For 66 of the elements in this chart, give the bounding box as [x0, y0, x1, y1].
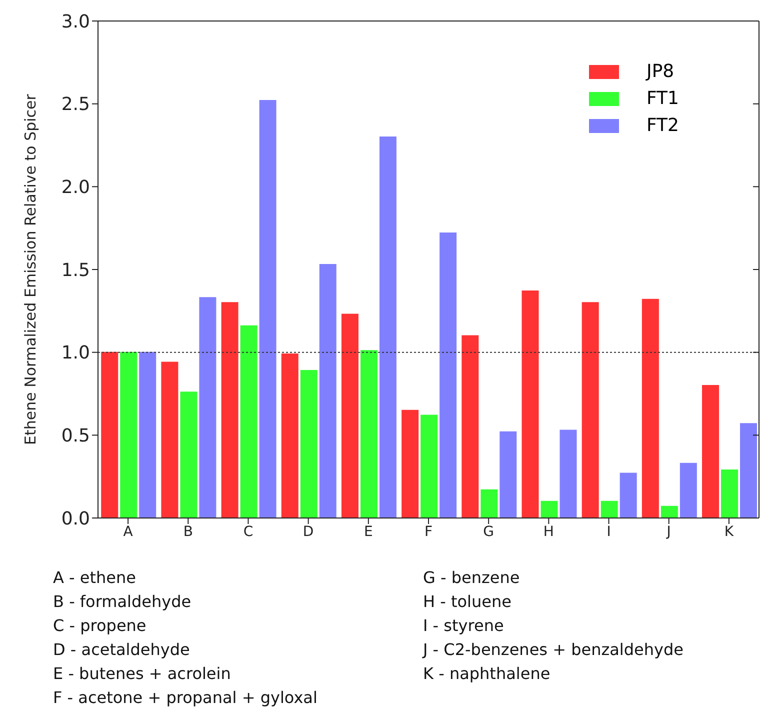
y-axis-title: Ethene Normalized Emission Relative to Spicer	[21, 93, 40, 445]
x-tick-label: J	[666, 524, 671, 540]
text: D - acetaldehyde	[53, 639, 191, 661]
x-tick-label: I	[606, 524, 611, 540]
y-tick-label: 1.5	[61, 260, 90, 281]
bar	[721, 469, 738, 518]
bar	[221, 302, 238, 518]
x-tick-label: G	[483, 524, 494, 540]
bar	[582, 302, 599, 518]
bar	[300, 370, 318, 518]
bar	[402, 410, 419, 518]
text: I - styrene	[423, 615, 505, 637]
x-tick-label: A	[123, 524, 134, 540]
bar	[620, 472, 637, 518]
x-tick-label: E	[364, 524, 373, 540]
bar	[462, 335, 479, 518]
bar	[281, 353, 298, 518]
bar	[660, 506, 678, 518]
bar	[500, 431, 517, 518]
bar	[480, 489, 498, 518]
bar	[161, 362, 178, 518]
legend-label: JP8	[646, 61, 674, 82]
bar	[680, 462, 697, 518]
bar	[420, 414, 438, 518]
y-tick-label: 0.0	[61, 508, 90, 530]
x-tick-label: K	[724, 524, 734, 540]
y-tick-label: 2.0	[61, 177, 90, 198]
y-tick-label: 3.0	[61, 11, 90, 32]
bar	[642, 298, 659, 518]
bar	[319, 264, 336, 518]
bar	[199, 297, 216, 518]
bar	[259, 100, 276, 518]
bar	[379, 136, 396, 518]
text: A - ethene	[53, 567, 137, 589]
bar	[702, 384, 720, 518]
bar	[360, 350, 378, 518]
y-tick-label: 1.0	[61, 342, 90, 364]
x-tick-label: D	[302, 524, 314, 540]
y-tick-label: 0.5	[61, 426, 90, 447]
text: B - formaldehyde	[53, 591, 192, 613]
legend-label: FT2	[646, 115, 679, 136]
x-tick-label: H	[543, 524, 554, 540]
bar	[341, 314, 358, 518]
text: K - naphthalene	[423, 663, 552, 685]
text: H - toluene	[423, 591, 512, 613]
legend-label: FT1	[646, 88, 679, 109]
bar	[240, 325, 258, 518]
text: E - butenes + acrolein	[53, 663, 232, 685]
x-tick-label: C	[243, 524, 254, 540]
y-tick-label: 2.5	[61, 94, 90, 116]
bar	[522, 290, 539, 518]
bar	[120, 352, 138, 518]
x-tick-label: B	[183, 524, 193, 540]
bar	[560, 430, 577, 518]
text: G - benzene	[423, 567, 521, 589]
text: J - C2-benzenes + benzaldehyde	[423, 639, 684, 661]
bar	[101, 352, 118, 518]
x-tick-label: F	[424, 524, 433, 540]
bar	[440, 232, 457, 518]
bar	[540, 500, 558, 518]
bar	[180, 392, 198, 518]
bar	[600, 500, 618, 518]
bar	[139, 352, 156, 518]
text: C - propene	[53, 615, 148, 637]
bar	[740, 423, 758, 518]
text: F - acetone + propanal + gyloxal	[53, 687, 318, 709]
